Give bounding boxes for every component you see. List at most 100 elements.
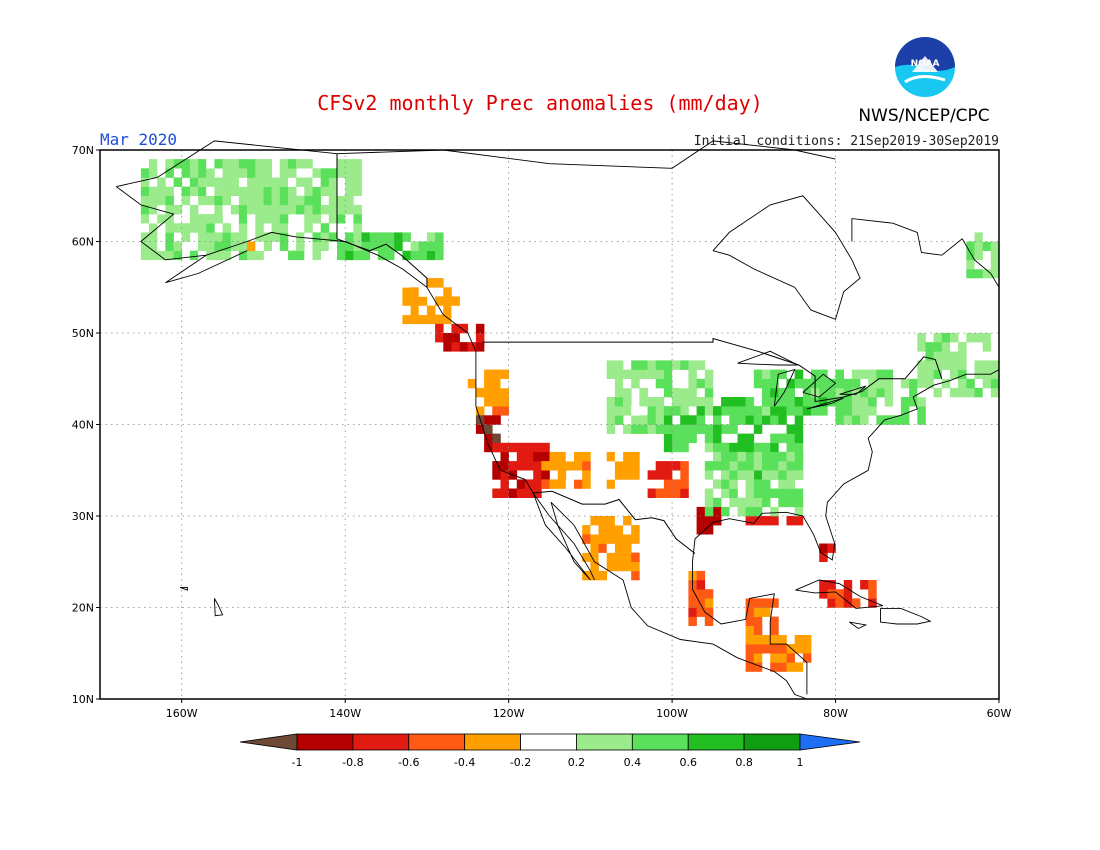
anomaly-cell (811, 369, 820, 379)
anomaly-cell (868, 598, 877, 608)
anomaly-cell (198, 177, 207, 187)
anomaly-cell (451, 342, 460, 352)
anomaly-cell (263, 195, 272, 206)
anomaly-cell (958, 351, 967, 361)
anomaly-cell (623, 378, 632, 389)
anomaly-cell (704, 589, 714, 599)
anomaly-cell (500, 470, 509, 480)
anomaly-cell (688, 378, 697, 389)
anomaly-cell (990, 369, 1000, 379)
anomaly-cell (672, 406, 681, 416)
anomaly-cell (565, 451, 575, 462)
anomaly-cell (631, 415, 640, 425)
anomaly-cell (647, 488, 657, 498)
anomaly-cell (304, 204, 313, 215)
anomaly-cell (165, 250, 174, 261)
anomaly-cell (966, 250, 975, 261)
anomaly-cell (459, 342, 469, 352)
anomaly-cell (271, 223, 281, 233)
anomaly-cell (835, 397, 844, 407)
anomaly-cell (247, 177, 256, 187)
anomaly-cell (876, 387, 885, 398)
anomaly-cell (655, 470, 665, 480)
anomaly-cell (312, 232, 321, 242)
legend-label: -1 (292, 756, 303, 769)
anomaly-cell (288, 223, 297, 233)
anomaly-cell (753, 406, 763, 416)
anomaly-cell (623, 451, 632, 462)
anomaly-cell (328, 186, 338, 196)
legend-swatch (464, 733, 521, 751)
anomaly-cell (770, 635, 779, 645)
anomaly-cell (794, 488, 804, 498)
anomaly-cell (835, 369, 844, 379)
anomaly-cell (860, 387, 869, 398)
anomaly-cell (713, 506, 722, 517)
coastline (773, 368, 796, 407)
anomaly-cell (263, 168, 272, 178)
anomaly-cell (778, 461, 787, 471)
anomaly-cell (672, 397, 681, 407)
anomaly-cell (328, 214, 338, 224)
anomaly-cell (778, 662, 787, 672)
anomaly-cell (149, 204, 158, 215)
anomaly-cell (271, 186, 281, 196)
anomaly-cell (451, 323, 460, 334)
anomaly-cell (614, 387, 624, 398)
anomaly-cell (590, 543, 599, 553)
anomaly-cell (435, 241, 444, 251)
anomaly-cell (140, 214, 150, 224)
anomaly-cell (198, 241, 207, 251)
anomaly-cell (663, 479, 673, 489)
anomaly-cell (876, 415, 885, 425)
anomaly-cell (238, 250, 248, 261)
anomaly-cell (745, 653, 755, 663)
anomaly-cell (762, 406, 771, 416)
coastlines (116, 140, 1000, 700)
anomaly-cell (279, 177, 289, 187)
anomaly-cell (443, 305, 452, 316)
anomaly-cell (688, 433, 697, 444)
anomaly-cell (941, 378, 951, 389)
anomaly-cell (753, 378, 763, 389)
anomaly-cell (345, 223, 354, 233)
anomaly-cell (713, 433, 722, 444)
anomaly-cell (279, 241, 289, 251)
anomaly-cell (835, 589, 844, 599)
anomaly-cell (296, 159, 305, 169)
anomaly-cell (320, 186, 330, 196)
anomaly-cell (974, 259, 983, 270)
anomaly-cell (459, 323, 469, 334)
anomaly-cell (214, 250, 223, 261)
anomaly-cell (762, 516, 771, 526)
anomaly-cell (713, 406, 722, 416)
anomaly-cell (198, 168, 207, 178)
anomaly-cell (868, 369, 877, 379)
anomaly-cell (345, 195, 354, 206)
anomaly-cell (794, 369, 804, 379)
anomaly-cell (631, 561, 640, 572)
anomaly-cell (688, 397, 697, 407)
anomaly-cell (328, 195, 338, 206)
legend-label: 0.6 (679, 756, 697, 769)
anomaly-cell (696, 525, 706, 535)
anomaly-cell (500, 451, 509, 462)
anomaly-cell (574, 461, 583, 471)
anomaly-cell (386, 232, 395, 242)
legend-label: 0.4 (624, 756, 642, 769)
anomaly-cell (198, 232, 207, 242)
anomaly-cell (230, 159, 240, 169)
anomaly-cell (614, 516, 624, 526)
anomaly-cell (704, 506, 714, 517)
anomaly-cell (623, 525, 632, 535)
valid-month: Mar 2020 (100, 130, 177, 149)
anomaly-cell (770, 470, 779, 480)
anomaly-cell (778, 479, 787, 489)
anomaly-cell (827, 589, 836, 599)
anomaly-cell (296, 177, 305, 187)
anomaly-cell (590, 570, 599, 581)
noaa-logo: NOAA (895, 37, 955, 97)
anomaly-cell (704, 461, 714, 471)
coastline (849, 621, 868, 630)
